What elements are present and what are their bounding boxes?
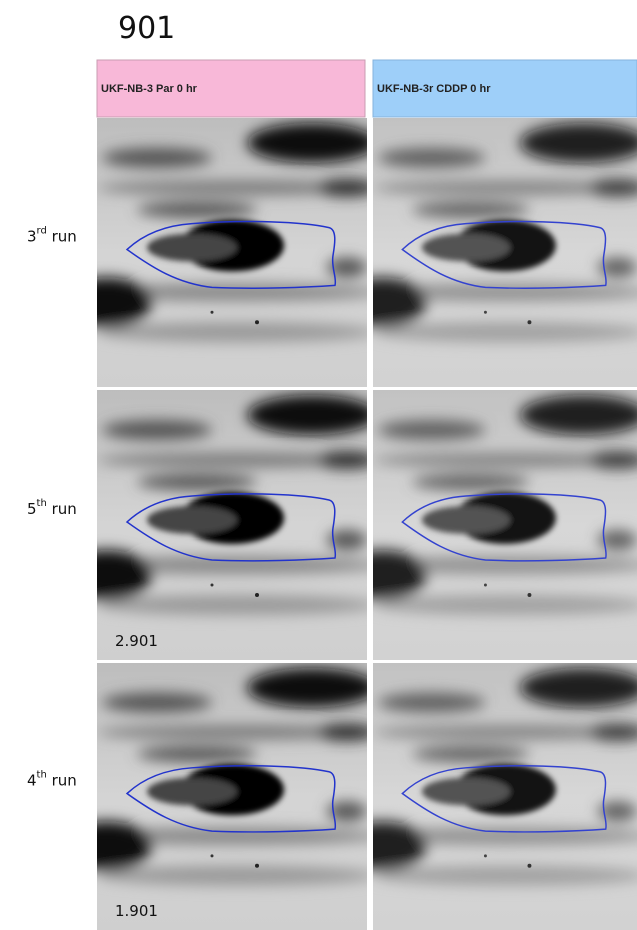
gel-image [62, 390, 382, 660]
gel-image [339, 390, 637, 660]
column-header: UKF-NB-3 Par 0 hr [101, 83, 198, 95]
figure-title: 901 [118, 11, 175, 46]
gel-image [339, 118, 637, 387]
column-header: UKF-NB-3r CDDP 0 hr [377, 83, 491, 95]
row-ordinal-suffix: th [37, 498, 47, 509]
gel-image [62, 663, 382, 930]
row-label-text: run [47, 499, 77, 517]
gel-image [62, 118, 382, 387]
row-label-text: run [47, 227, 77, 245]
gel-image [339, 663, 637, 930]
sample-label: 1.901 [115, 902, 158, 920]
figure: 901 UKF-NB-3 Par 0 hr UKF-NB-3r CDDP 0 h… [0, 0, 637, 930]
row-ordinal: 3 [27, 227, 37, 245]
row-ordinal-suffix: th [37, 769, 47, 780]
sample-label: 2.901 [115, 632, 158, 650]
gel-panels [62, 118, 637, 930]
row-label: 5th run [27, 498, 77, 518]
row-ordinal: 5 [27, 499, 37, 517]
row-label-text: run [47, 771, 77, 789]
row-ordinal: 4 [27, 771, 37, 789]
row-label: 4th run [27, 769, 77, 789]
page: 901 UKF-NB-3 Par 0 hr UKF-NB-3r CDDP 0 h… [0, 0, 637, 930]
row-label: 3rd run [27, 225, 77, 245]
row-ordinal-suffix: rd [37, 225, 47, 236]
